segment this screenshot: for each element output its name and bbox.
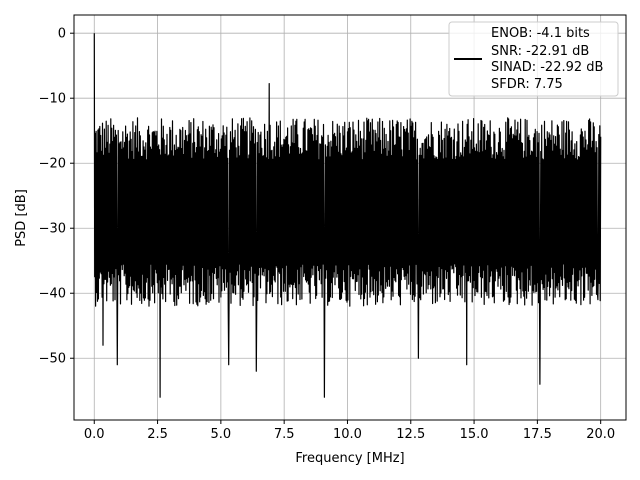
x-tick-label: 0.0	[84, 427, 105, 442]
x-axis-label: Frequency [MHz]	[295, 451, 404, 466]
x-tick-label: 10.0	[333, 427, 362, 442]
x-tick-label: 15.0	[460, 427, 489, 442]
legend-sfdr: SFDR: 7.75	[491, 77, 563, 92]
x-tick-label: 2.5	[147, 427, 168, 442]
legend: ENOB: -4.1 bits SNR: -22.91 dB SINAD: -2…	[448, 21, 619, 97]
x-tick-label: 12.5	[396, 427, 425, 442]
legend-snr: SNR: -22.91 dB	[491, 44, 589, 59]
y-tick-label: −20	[39, 157, 66, 172]
y-tick-label: −50	[39, 352, 66, 367]
y-tick-label: −30	[39, 222, 66, 237]
y-axis-ticks: 0 −10 −20 −30 −40 −50	[39, 27, 74, 367]
x-tick-label: 7.5	[274, 427, 295, 442]
legend-sinad: SINAD: -22.92 dB	[491, 60, 603, 75]
x-axis-ticks: 0.0 2.5 5.0 7.5 10.0 12.5 15.0 17.5 20.0	[84, 420, 615, 442]
y-tick-label: −10	[39, 92, 66, 107]
y-axis-label: PSD [dB]	[14, 189, 29, 247]
series-layer	[93, 33, 602, 398]
x-tick-label: 5.0	[211, 427, 232, 442]
psd-series-line	[93, 33, 602, 398]
y-tick-label: 0	[58, 27, 66, 42]
legend-enob: ENOB: -4.1 bits	[491, 26, 590, 41]
x-tick-label: 20.0	[586, 427, 615, 442]
x-tick-label: 17.5	[523, 427, 552, 442]
legend-box	[448, 21, 619, 97]
y-tick-label: −40	[39, 287, 66, 302]
plot-frame	[73, 14, 627, 421]
